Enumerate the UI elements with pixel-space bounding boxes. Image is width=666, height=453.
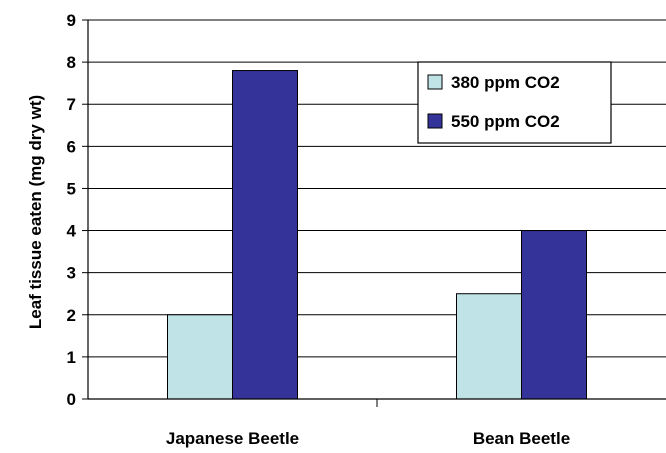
y-tick-label: 6 <box>67 137 76 156</box>
legend-label: 550 ppm CO2 <box>451 112 560 131</box>
legend-swatch <box>427 113 443 129</box>
y-tick-label: 4 <box>67 222 77 241</box>
bar-550ppm-bean-beetle <box>521 230 587 400</box>
y-tick-label: 2 <box>67 306 76 325</box>
bars <box>167 70 587 400</box>
x-category-label: Bean Beetle <box>473 429 570 448</box>
y-tick-label: 7 <box>67 95 76 114</box>
legend-label: 380 ppm CO2 <box>451 73 560 92</box>
legend: 380 ppm CO2 550 ppm CO2 <box>417 61 612 144</box>
y-tick-label: 0 <box>67 390 76 409</box>
x-category-label: Japanese Beetle <box>166 429 299 448</box>
bar-550ppm-japanese-beetle <box>232 70 298 400</box>
y-tick-label: 1 <box>67 348 76 367</box>
y-tick-label: 9 <box>67 11 76 30</box>
y-axis-title: Leaf tissue eaten (mg dry wt) <box>26 95 45 329</box>
y-tick-label: 3 <box>67 264 76 283</box>
y-tick-label: 5 <box>67 179 76 198</box>
legend-box <box>417 61 612 144</box>
legend-swatch <box>427 74 443 90</box>
y-axis-ticks: 0 1 2 3 4 5 6 7 8 9 <box>67 11 88 409</box>
bar-380ppm-bean-beetle <box>456 293 522 400</box>
x-axis-categories: Japanese Beetle Bean Beetle <box>166 399 570 448</box>
bar-380ppm-japanese-beetle <box>167 314 233 400</box>
y-tick-label: 8 <box>67 53 76 72</box>
